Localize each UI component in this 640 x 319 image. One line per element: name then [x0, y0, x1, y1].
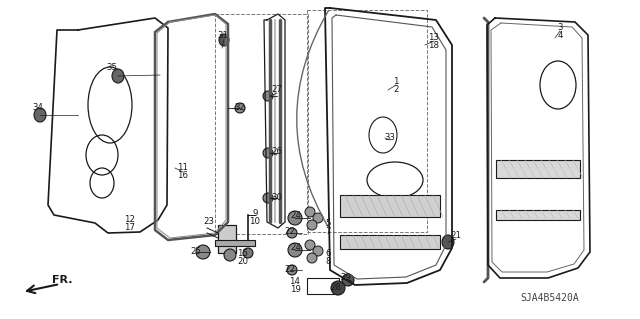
Text: 18: 18: [429, 41, 440, 50]
Text: 20: 20: [237, 257, 248, 266]
Text: 3: 3: [557, 24, 563, 33]
Text: 4: 4: [557, 32, 563, 41]
Ellipse shape: [224, 249, 236, 261]
Text: 31: 31: [218, 31, 228, 40]
Text: 22: 22: [285, 265, 296, 275]
Bar: [215, 14, 308, 234]
Bar: [496, 210, 580, 220]
Ellipse shape: [263, 148, 273, 158]
Text: 24: 24: [291, 243, 301, 253]
Text: 19: 19: [289, 286, 300, 294]
Bar: [340, 235, 440, 249]
Text: 5: 5: [325, 219, 331, 228]
Ellipse shape: [342, 274, 354, 286]
Ellipse shape: [288, 211, 302, 225]
Ellipse shape: [307, 253, 317, 263]
Text: 28: 28: [330, 283, 342, 292]
Bar: [496, 160, 580, 178]
Text: 22: 22: [285, 226, 296, 235]
Ellipse shape: [112, 69, 124, 83]
Bar: [340, 195, 440, 217]
Ellipse shape: [287, 228, 297, 238]
Text: 17: 17: [125, 224, 136, 233]
Ellipse shape: [305, 207, 315, 217]
Ellipse shape: [288, 243, 302, 257]
Bar: [218, 225, 236, 253]
Text: 27: 27: [271, 85, 282, 94]
Text: 34: 34: [33, 103, 44, 113]
Ellipse shape: [331, 281, 345, 295]
Text: 15: 15: [237, 249, 248, 258]
Text: 13: 13: [429, 33, 440, 42]
Text: 32: 32: [234, 103, 246, 113]
Ellipse shape: [243, 248, 253, 258]
Text: 2: 2: [393, 85, 399, 94]
Ellipse shape: [287, 265, 297, 275]
Text: 25: 25: [191, 248, 202, 256]
Text: 10: 10: [250, 217, 260, 226]
Text: 11: 11: [177, 164, 189, 173]
Text: 35: 35: [106, 63, 118, 72]
Ellipse shape: [263, 193, 273, 203]
Ellipse shape: [219, 34, 229, 46]
Text: 21: 21: [451, 232, 461, 241]
Text: 24: 24: [291, 211, 301, 219]
Bar: [307, 278, 339, 294]
Ellipse shape: [34, 108, 46, 122]
Ellipse shape: [442, 235, 454, 249]
Text: 29: 29: [340, 273, 351, 283]
Text: 33: 33: [385, 133, 396, 143]
Text: 6: 6: [325, 249, 331, 257]
Text: 23: 23: [204, 218, 214, 226]
Text: 16: 16: [177, 172, 189, 181]
Text: 8: 8: [325, 256, 331, 265]
Bar: [215, 240, 255, 246]
Text: 1: 1: [393, 78, 399, 86]
Text: 30: 30: [271, 192, 282, 202]
Text: 7: 7: [325, 227, 331, 236]
Ellipse shape: [235, 103, 245, 113]
Bar: [307, 10, 427, 232]
Ellipse shape: [313, 246, 323, 256]
Text: 14: 14: [289, 278, 301, 286]
Ellipse shape: [263, 91, 273, 101]
Text: 9: 9: [252, 209, 258, 218]
Text: 12: 12: [125, 216, 136, 225]
Ellipse shape: [313, 213, 323, 223]
Ellipse shape: [305, 240, 315, 250]
Text: SJA4B5420A: SJA4B5420A: [520, 293, 579, 303]
Text: FR.: FR.: [52, 275, 72, 285]
Text: 26: 26: [271, 147, 282, 157]
Ellipse shape: [307, 220, 317, 230]
Ellipse shape: [196, 245, 210, 259]
